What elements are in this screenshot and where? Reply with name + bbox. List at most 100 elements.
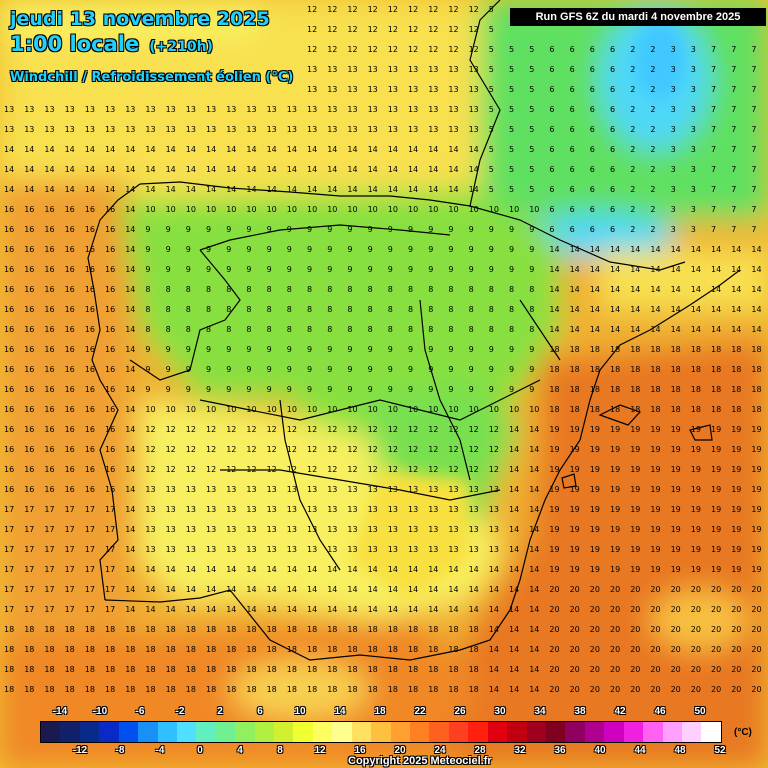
grid-value: 13 xyxy=(246,505,256,514)
grid-value: 13 xyxy=(186,125,196,134)
grid-value: 19 xyxy=(549,485,559,494)
grid-value: 14 xyxy=(529,585,539,594)
grid-value: 18 xyxy=(327,625,337,634)
legend-swatch xyxy=(293,722,313,742)
grid-value: 16 xyxy=(44,225,54,234)
grid-value: 18 xyxy=(105,645,115,654)
grid-value: 16 xyxy=(65,285,75,294)
grid-value: 20 xyxy=(549,625,559,634)
grid-value: 12 xyxy=(347,445,357,454)
grid-value: 6 xyxy=(590,45,595,54)
grid-value: 14 xyxy=(85,145,95,154)
grid-value: 13 xyxy=(327,65,337,74)
grid-value: 17 xyxy=(65,585,75,594)
grid-value: 20 xyxy=(671,625,681,634)
legend-swatch xyxy=(565,722,585,742)
grid-value: 19 xyxy=(630,505,640,514)
grid-value: 9 xyxy=(489,345,494,354)
grid-value: 12 xyxy=(408,45,418,54)
grid-value: 20 xyxy=(610,625,620,634)
grid-value: 14 xyxy=(610,305,620,314)
grid-value: 18 xyxy=(24,625,34,634)
grid-value: 16 xyxy=(4,305,14,314)
grid-value: 17 xyxy=(85,525,95,534)
grid-value: 14 xyxy=(529,565,539,574)
grid-value: 9 xyxy=(166,245,171,254)
grid-value: 18 xyxy=(549,405,559,414)
grid-value: 18 xyxy=(267,645,277,654)
grid-value: 18 xyxy=(671,345,681,354)
grid-value: 17 xyxy=(44,525,54,534)
grid-value: 14 xyxy=(347,565,357,574)
grid-value: 10 xyxy=(287,205,297,214)
legend-label-bottom: 0 xyxy=(197,745,203,756)
grid-value: 12 xyxy=(428,425,438,434)
grid-value: 13 xyxy=(206,485,216,494)
grid-value: 9 xyxy=(428,225,433,234)
grid-value: 20 xyxy=(671,645,681,654)
grid-value: 18 xyxy=(691,405,701,414)
grid-value: 12 xyxy=(368,45,378,54)
grid-value: 13 xyxy=(428,105,438,114)
grid-value: 6 xyxy=(610,185,615,194)
grid-value: 8 xyxy=(469,285,474,294)
legend-label-top: 34 xyxy=(534,706,546,717)
grid-value: 12 xyxy=(469,425,479,434)
grid-value: 18 xyxy=(4,645,14,654)
grid-value: 12 xyxy=(428,5,438,14)
grid-value: 18 xyxy=(246,685,256,694)
grid-value: 18 xyxy=(206,685,216,694)
legend-label-top: -10 xyxy=(92,706,108,717)
grid-value: 7 xyxy=(711,185,716,194)
grid-value: 12 xyxy=(408,465,418,474)
grid-value: 16 xyxy=(85,305,95,314)
grid-value: 6 xyxy=(549,45,554,54)
grid-value: 14 xyxy=(489,685,499,694)
grid-value: 14 xyxy=(509,585,519,594)
legend-swatch xyxy=(118,722,139,742)
grid-value: 7 xyxy=(731,105,736,114)
grid-value: 8 xyxy=(226,305,231,314)
grid-value: 19 xyxy=(731,445,741,454)
grid-value: 10 xyxy=(226,405,236,414)
grid-value: 10 xyxy=(529,405,539,414)
grid-value: 18 xyxy=(24,685,34,694)
grid-value: 14 xyxy=(751,305,761,314)
grid-value: 13 xyxy=(448,525,458,534)
grid-value: 14 xyxy=(186,605,196,614)
grid-value: 2 xyxy=(650,105,655,114)
grid-value: 20 xyxy=(650,665,660,674)
grid-value: 12 xyxy=(388,465,398,474)
grid-value: 9 xyxy=(368,225,373,234)
grid-value: 8 xyxy=(347,305,352,314)
grid-value: 13 xyxy=(347,65,357,74)
grid-value: 13 xyxy=(85,105,95,114)
grid-value: 9 xyxy=(448,365,453,374)
grid-value: 20 xyxy=(549,645,559,654)
grid-value: 9 xyxy=(267,225,272,234)
grid-value: 16 xyxy=(44,465,54,474)
grid-value: 19 xyxy=(691,565,701,574)
grid-value: 7 xyxy=(711,65,716,74)
grid-value: 6 xyxy=(610,205,615,214)
grid-value: 20 xyxy=(671,605,681,614)
grid-value: 8 xyxy=(206,285,211,294)
grid-value: 6 xyxy=(570,105,575,114)
grid-value: 14 xyxy=(267,165,277,174)
grid-value: 13 xyxy=(388,545,398,554)
grid-value: 14 xyxy=(368,165,378,174)
grid-value: 13 xyxy=(428,65,438,74)
grid-value: 19 xyxy=(590,465,600,474)
grid-value: 2 xyxy=(630,185,635,194)
grid-value: 16 xyxy=(65,385,75,394)
grid-value: 19 xyxy=(590,545,600,554)
grid-value: 18 xyxy=(469,685,479,694)
grid-value: 7 xyxy=(751,85,756,94)
grid-value: 13 xyxy=(347,505,357,514)
grid-value: 20 xyxy=(590,625,600,634)
grid-value: 14 xyxy=(166,585,176,594)
grid-value: 18 xyxy=(24,645,34,654)
grid-value: 7 xyxy=(751,105,756,114)
grid-value: 3 xyxy=(691,85,696,94)
grid-value: 14 xyxy=(570,325,580,334)
